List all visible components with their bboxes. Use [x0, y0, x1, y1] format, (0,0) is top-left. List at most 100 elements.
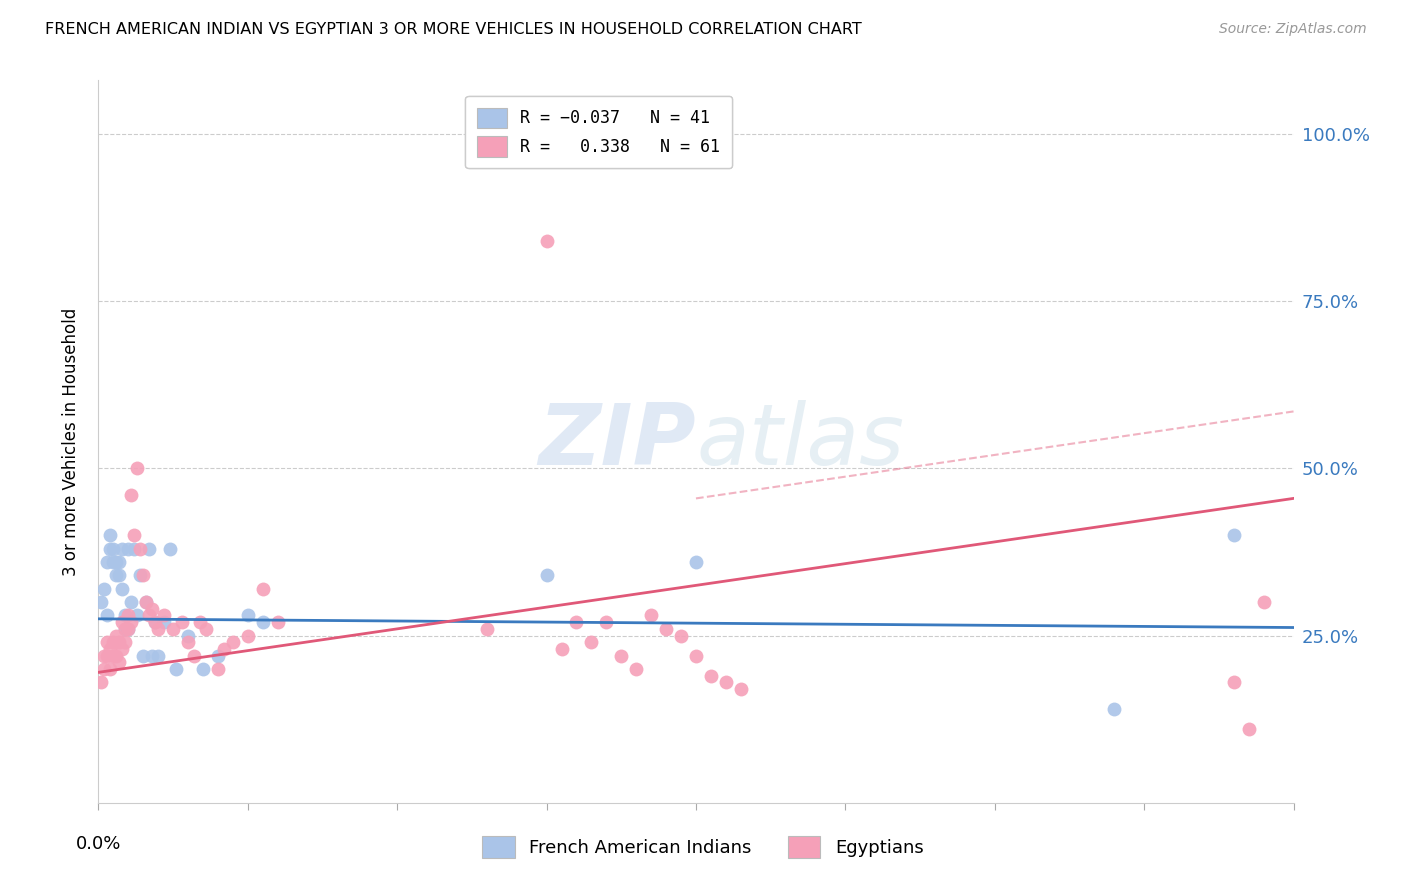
- Point: [129, 541, 152, 556]
- Point: [207, 648, 229, 663]
- Point: [177, 635, 200, 649]
- Point: [138, 608, 160, 623]
- Point: [108, 568, 131, 582]
- Point: [267, 615, 290, 630]
- Point: [120, 595, 142, 609]
- Point: [117, 608, 139, 623]
- Point: [188, 615, 211, 630]
- Point: [714, 675, 737, 690]
- Point: [610, 648, 633, 663]
- Point: [236, 628, 259, 642]
- Point: [195, 622, 218, 636]
- Point: [475, 622, 498, 636]
- Point: [90, 595, 112, 609]
- Point: [93, 582, 115, 596]
- Point: [105, 555, 128, 569]
- Point: [114, 635, 136, 649]
- Point: [685, 648, 707, 663]
- Point: [108, 655, 131, 669]
- Point: [117, 622, 139, 636]
- Point: [536, 234, 558, 248]
- Point: [138, 541, 160, 556]
- Point: [191, 662, 214, 676]
- Point: [143, 615, 166, 630]
- Point: [159, 541, 181, 556]
- Point: [96, 608, 118, 623]
- Point: [127, 461, 149, 475]
- Point: [153, 608, 176, 623]
- Point: [127, 608, 149, 623]
- Point: [98, 662, 122, 676]
- Point: [114, 622, 136, 636]
- Point: [103, 648, 125, 663]
- Y-axis label: 3 or more Vehicles in Household: 3 or more Vehicles in Household: [62, 308, 80, 575]
- Point: [111, 582, 134, 596]
- Point: [98, 642, 122, 657]
- Point: [96, 648, 118, 663]
- Point: [98, 541, 122, 556]
- Point: [90, 675, 112, 690]
- Point: [108, 555, 131, 569]
- Point: [135, 595, 157, 609]
- Point: [1223, 675, 1246, 690]
- Legend: French American Indians, Egyptians: French American Indians, Egyptians: [475, 829, 931, 865]
- Point: [236, 608, 259, 623]
- Point: [135, 595, 157, 609]
- Point: [640, 608, 662, 623]
- Point: [536, 568, 558, 582]
- Point: [252, 582, 274, 596]
- Point: [124, 528, 146, 542]
- Point: [120, 488, 142, 502]
- Point: [120, 615, 142, 630]
- Point: [183, 648, 205, 663]
- Text: FRENCH AMERICAN INDIAN VS EGYPTIAN 3 OR MORE VEHICLES IN HOUSEHOLD CORRELATION C: FRENCH AMERICAN INDIAN VS EGYPTIAN 3 OR …: [45, 22, 862, 37]
- Point: [177, 628, 200, 642]
- Point: [565, 615, 588, 630]
- Text: atlas: atlas: [696, 400, 904, 483]
- Point: [105, 648, 128, 663]
- Point: [93, 648, 115, 663]
- Point: [1104, 702, 1126, 716]
- Point: [105, 568, 128, 582]
- Point: [669, 628, 692, 642]
- Point: [153, 615, 176, 630]
- Point: [172, 615, 194, 630]
- Point: [626, 662, 648, 676]
- Point: [93, 662, 115, 676]
- Point: [103, 541, 125, 556]
- Point: [148, 648, 170, 663]
- Point: [141, 648, 163, 663]
- Point: [1253, 595, 1275, 609]
- Point: [207, 662, 229, 676]
- Point: [129, 568, 152, 582]
- Point: [111, 615, 134, 630]
- Point: [114, 622, 136, 636]
- Point: [148, 622, 170, 636]
- Point: [108, 635, 131, 649]
- Point: [103, 635, 125, 649]
- Point: [550, 642, 572, 657]
- Point: [114, 608, 136, 623]
- Point: [655, 622, 678, 636]
- Point: [117, 622, 139, 636]
- Text: Source: ZipAtlas.com: Source: ZipAtlas.com: [1219, 22, 1367, 37]
- Point: [132, 568, 155, 582]
- Point: [581, 635, 603, 649]
- Point: [111, 642, 134, 657]
- Point: [1223, 528, 1246, 542]
- Text: 0.0%: 0.0%: [76, 835, 121, 854]
- Point: [685, 555, 707, 569]
- Point: [212, 642, 235, 657]
- Text: ZIP: ZIP: [538, 400, 696, 483]
- Point: [105, 628, 128, 642]
- Point: [96, 635, 118, 649]
- Point: [96, 555, 118, 569]
- Point: [117, 541, 139, 556]
- Point: [730, 681, 752, 696]
- Legend: R = −0.037   N = 41, R =   0.338   N = 61: R = −0.037 N = 41, R = 0.338 N = 61: [465, 95, 733, 169]
- Point: [1237, 723, 1260, 737]
- Point: [132, 648, 155, 663]
- Point: [165, 662, 187, 676]
- Point: [162, 622, 184, 636]
- Point: [111, 541, 134, 556]
